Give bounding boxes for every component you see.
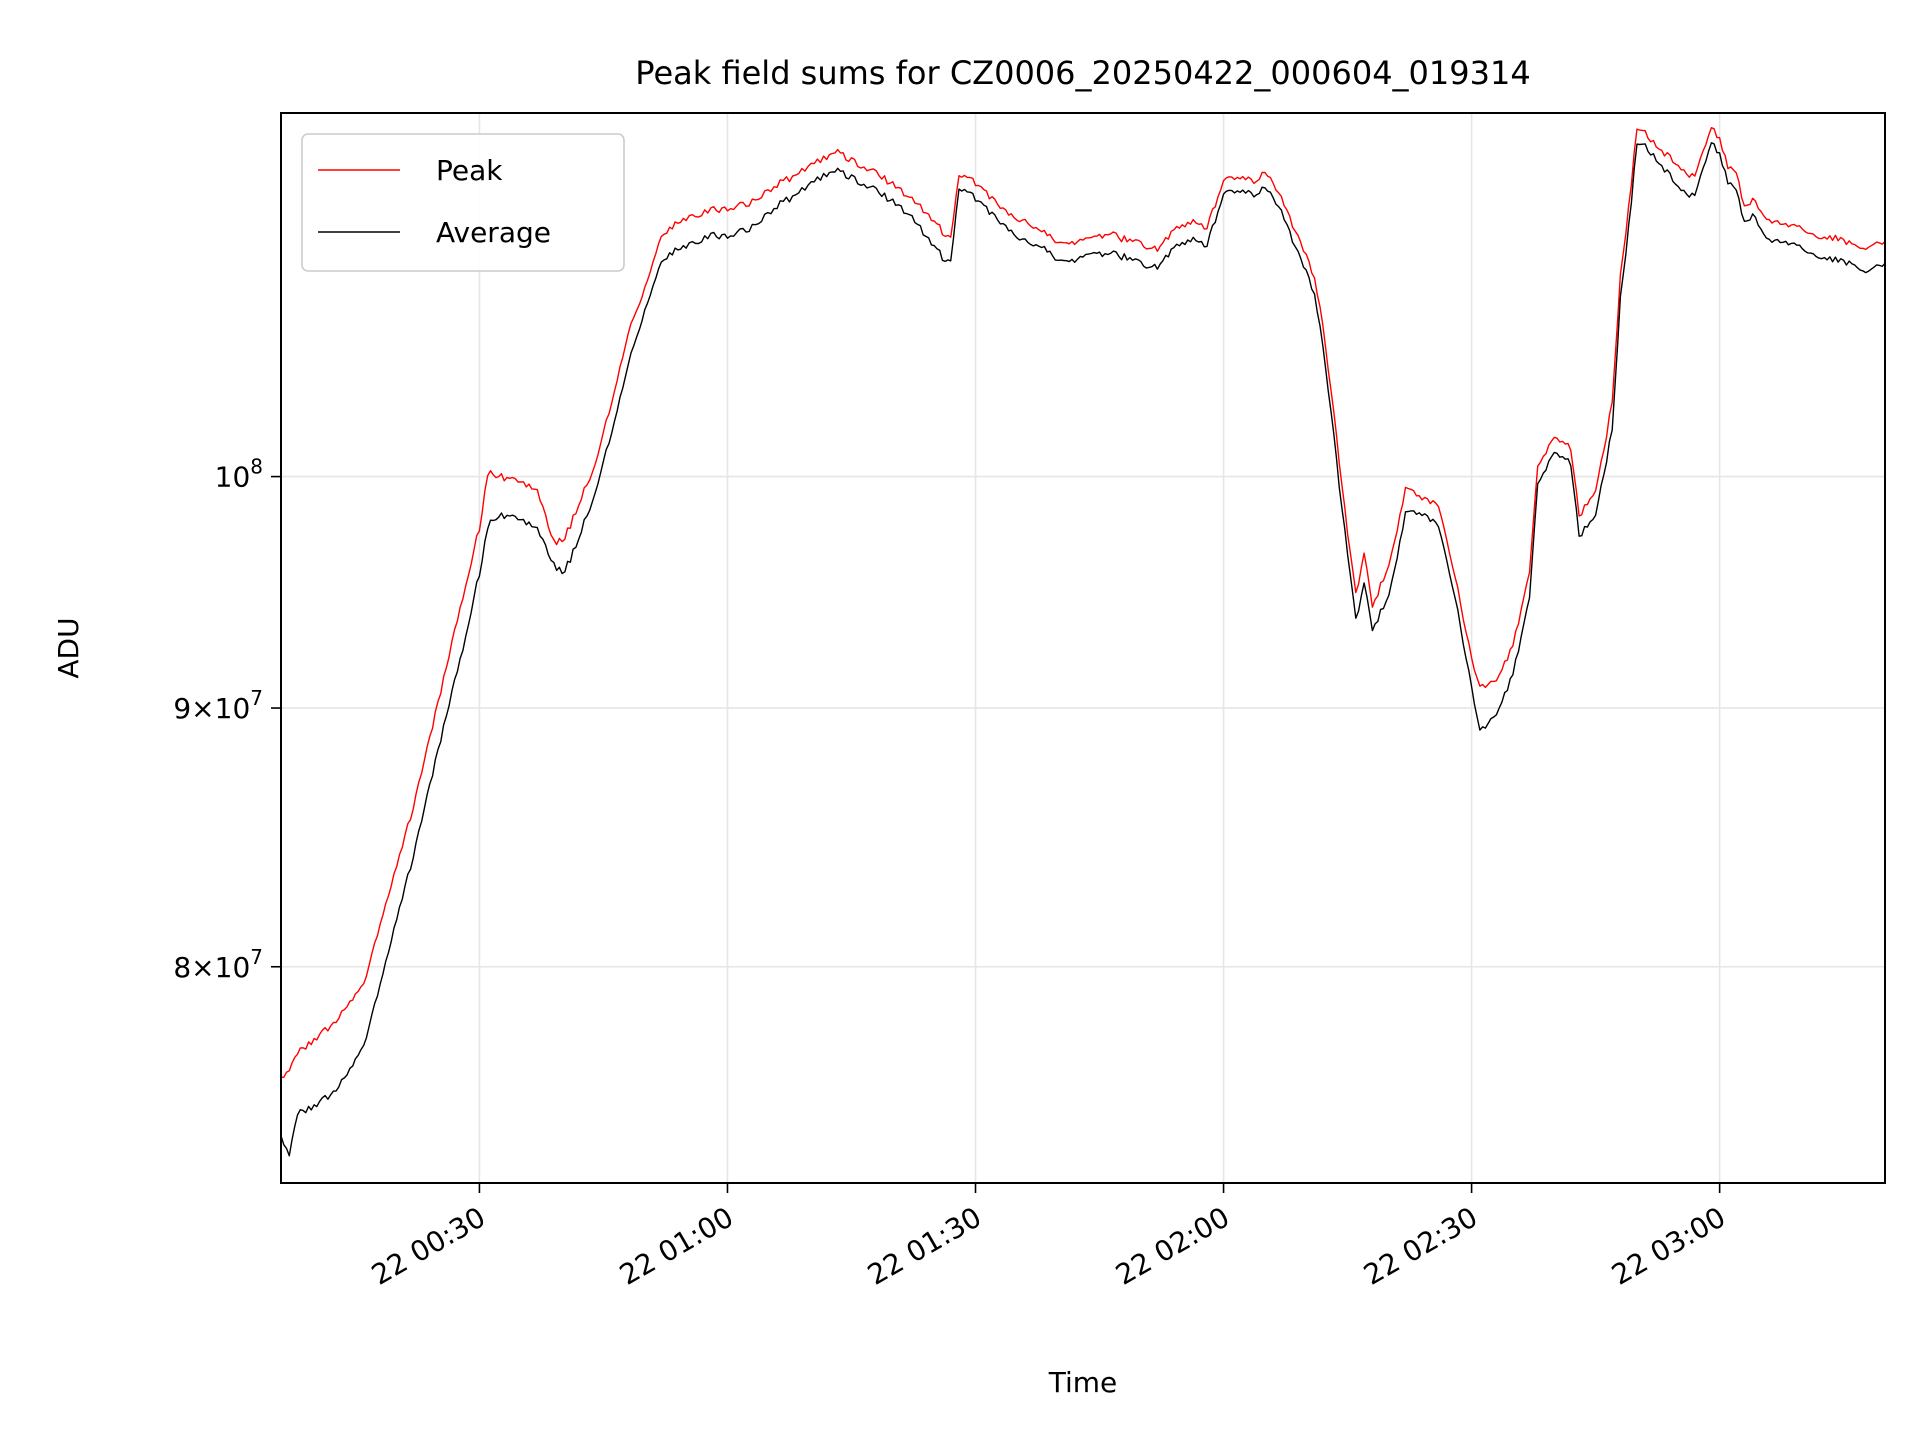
chart-title: Peak field sums for CZ0006_20250422_0006… <box>635 54 1530 92</box>
series-line-average <box>280 142 1886 1157</box>
x-axis-label: Time <box>1048 1366 1118 1399</box>
y-tick-label: 108 <box>215 455 263 494</box>
series-line-peak <box>280 126 1886 1079</box>
y-axis-ticks: 8×107 9×107 108 <box>173 455 281 984</box>
grid <box>281 113 1885 1183</box>
legend-label: Peak <box>436 154 503 187</box>
legend-box <box>301 133 625 272</box>
plot-frame <box>280 112 1886 1184</box>
y-axis-label: ADU <box>52 617 85 678</box>
legend: Peak Average <box>301 133 625 272</box>
y-tick-label: 9×107 <box>173 686 263 725</box>
legend-label: Average <box>436 216 551 249</box>
series-lines <box>280 126 1886 1157</box>
y-tick-label: 8×107 <box>173 945 263 984</box>
